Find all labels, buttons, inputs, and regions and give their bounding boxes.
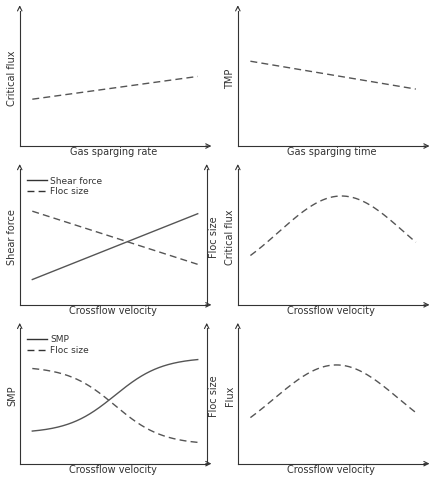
Legend: SMP, Floc size: SMP, Floc size — [24, 333, 92, 358]
Legend: Shear force, Floc size: Shear force, Floc size — [24, 174, 105, 199]
X-axis label: Crossflow velocity: Crossflow velocity — [287, 306, 375, 316]
Y-axis label: Flux: Flux — [224, 386, 234, 406]
Y-axis label: Floc size: Floc size — [209, 216, 219, 258]
Y-axis label: SMP: SMP — [7, 386, 17, 406]
X-axis label: Crossflow velocity: Crossflow velocity — [69, 465, 157, 475]
Y-axis label: Shear force: Shear force — [7, 209, 17, 265]
Y-axis label: TMP: TMP — [224, 68, 234, 89]
X-axis label: Crossflow velocity: Crossflow velocity — [287, 465, 375, 475]
Y-axis label: Floc size: Floc size — [209, 375, 219, 417]
Y-axis label: Critical flux: Critical flux — [224, 209, 234, 265]
X-axis label: Gas sparging rate: Gas sparging rate — [69, 147, 157, 158]
X-axis label: Gas sparging time: Gas sparging time — [286, 147, 375, 158]
Y-axis label: Critical flux: Critical flux — [7, 51, 17, 106]
X-axis label: Crossflow velocity: Crossflow velocity — [69, 306, 157, 316]
